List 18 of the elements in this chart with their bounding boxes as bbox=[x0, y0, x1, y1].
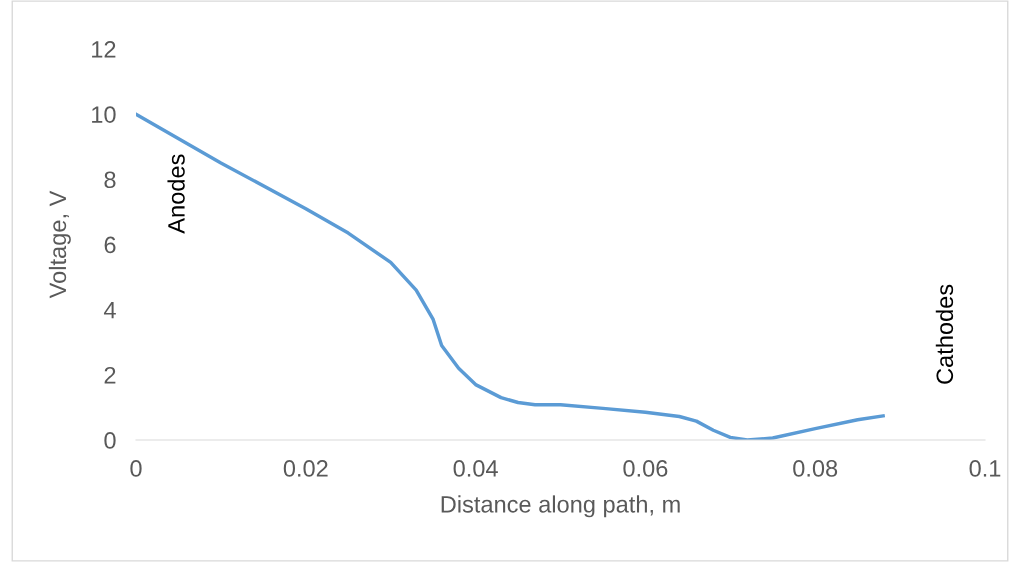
y-tick-label: 12 bbox=[92, 41, 116, 58]
x-tick-label: 0 bbox=[130, 460, 142, 477]
x-axis-title: Distance along path, m bbox=[441, 495, 680, 518]
y-tick-label: 6 bbox=[104, 236, 116, 254]
y-tick-label: 2 bbox=[104, 366, 116, 384]
x-tick-label: 0.08 bbox=[793, 460, 838, 477]
line-series bbox=[136, 112, 885, 440]
annotation: Anodes bbox=[167, 154, 185, 234]
y-tick-label: 0 bbox=[104, 432, 116, 449]
y-tick-label: 10 bbox=[92, 106, 116, 123]
y-axis-title: Voltage, V bbox=[48, 190, 71, 299]
x-tick-label: 0.04 bbox=[453, 460, 498, 477]
x-tick-label: 0.1 bbox=[969, 460, 1001, 477]
x-tick-label: 0.06 bbox=[623, 460, 668, 477]
y-tick-label: 4 bbox=[103, 301, 116, 319]
y-tick-label: 8 bbox=[104, 171, 116, 189]
annotation: Cathodes bbox=[935, 284, 954, 384]
x-tick-label: 0.02 bbox=[283, 460, 328, 477]
